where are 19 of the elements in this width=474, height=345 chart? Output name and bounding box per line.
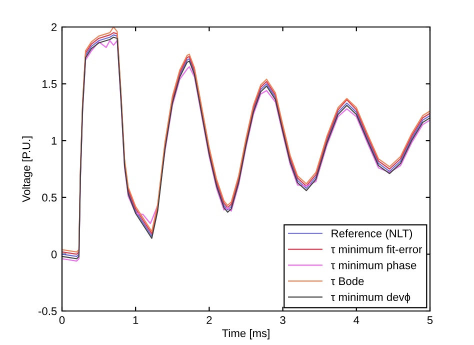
legend-label: τ minimum fit-error: [330, 245, 422, 254]
x-axis-title: Time [ms]: [222, 328, 270, 340]
y-tick-label: 1: [52, 136, 57, 145]
legend-label: Reference (NLT): [332, 229, 412, 240]
y-tick-label: 0: [51, 250, 57, 258]
y-tick-label: 2: [52, 23, 57, 32]
x-tick-label: 0: [59, 316, 65, 324]
x-tick-label: 1: [133, 316, 138, 324]
y-tick-label: 0.5: [42, 194, 57, 202]
legend-label: τ minimum devϕ: [330, 292, 410, 304]
x-tick-label: 2: [206, 316, 212, 324]
x-tick-label: 4: [354, 316, 360, 324]
legend-label: τ minimum phase: [330, 261, 416, 272]
y-tick-label: 1.5: [42, 80, 57, 88]
legend-label: τ Bode: [330, 276, 364, 286]
y-tick-label: -0.5: [38, 307, 57, 316]
x-tick-label: 5: [427, 316, 433, 324]
y-axis-title: Voltage [P.U.]: [22, 136, 32, 202]
x-tick-label: 3: [280, 316, 286, 324]
